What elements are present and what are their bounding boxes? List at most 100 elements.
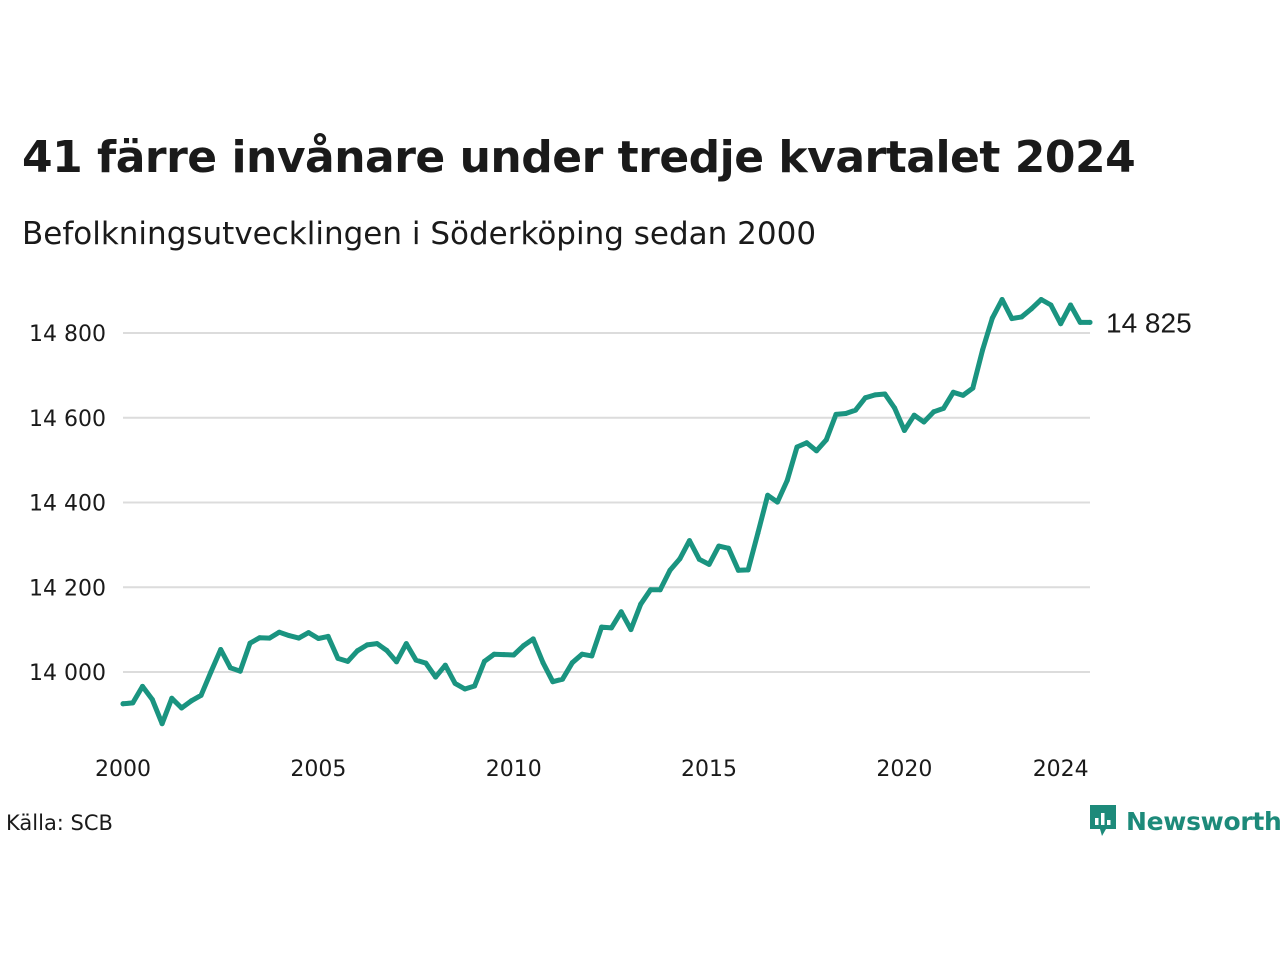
brand-name: Newsworthy	[1126, 806, 1280, 836]
data-point	[843, 411, 849, 416]
source-note: Källa: SCB	[6, 811, 113, 835]
brand-logo: Newsworthy	[1088, 803, 1280, 839]
data-point	[296, 635, 302, 641]
x-tick-label: 2015	[681, 757, 737, 782]
y-tick-label: 14 600	[29, 407, 106, 432]
y-tick-label: 14 200	[29, 576, 106, 601]
data-point	[960, 392, 966, 398]
data-point	[179, 705, 185, 711]
x-tick-label: 2000	[95, 757, 151, 782]
data-point	[325, 633, 331, 639]
data-point	[804, 440, 810, 446]
data-point	[735, 567, 741, 573]
y-tick-label: 14 400	[29, 492, 106, 517]
data-point	[169, 695, 175, 701]
data-point	[208, 669, 214, 675]
data-point	[140, 683, 145, 689]
x-tick-label: 2020	[876, 757, 932, 782]
data-point	[628, 627, 634, 633]
data-point	[550, 679, 556, 685]
data-point	[276, 629, 282, 635]
data-point	[931, 409, 937, 415]
data-point	[726, 545, 732, 551]
y-tick-label: 14 000	[29, 661, 106, 686]
data-point	[120, 701, 126, 707]
data-point	[530, 636, 536, 642]
data-point	[247, 640, 253, 646]
x-tick-label: 2024	[1033, 757, 1089, 782]
data-point	[667, 567, 673, 573]
data-point	[354, 648, 360, 654]
data-point	[394, 659, 399, 665]
data-point	[657, 587, 663, 593]
data-point	[745, 567, 751, 573]
data-point	[384, 647, 390, 653]
data-point	[159, 721, 165, 727]
data-point	[1019, 314, 1025, 320]
x-tick-label: 2010	[486, 757, 542, 782]
data-point	[149, 697, 155, 702]
data-point	[442, 662, 448, 668]
data-point	[755, 530, 761, 536]
data-point	[1009, 316, 1015, 322]
data-point	[491, 651, 497, 657]
data-point	[521, 643, 526, 649]
data-point	[599, 624, 605, 630]
data-point	[1058, 321, 1064, 327]
data-point	[472, 683, 478, 689]
data-point	[872, 392, 878, 398]
data-point	[345, 658, 351, 664]
data-point	[814, 448, 819, 454]
data-point	[364, 642, 370, 648]
data-point	[452, 680, 458, 686]
data-point	[980, 347, 986, 353]
data-point	[1038, 297, 1044, 302]
data-point	[696, 556, 702, 562]
data-point	[1077, 319, 1083, 325]
data-point	[970, 385, 976, 391]
data-point	[335, 655, 341, 661]
data-point	[315, 636, 321, 641]
data-point	[921, 419, 927, 425]
data-point	[941, 405, 946, 411]
data-point	[481, 658, 487, 664]
data-point	[823, 437, 829, 443]
data-point	[423, 660, 429, 666]
data-point	[882, 391, 888, 397]
data-point	[774, 499, 780, 505]
data-point	[765, 492, 771, 498]
data-point	[833, 411, 839, 417]
data-point	[413, 657, 419, 663]
data-point	[853, 407, 859, 413]
data-point	[560, 676, 565, 682]
series-line	[120, 297, 1093, 727]
data-point	[950, 389, 956, 395]
data-point	[511, 652, 517, 658]
chart-title: 41 färre invånare under tredje kvartalet…	[22, 132, 1136, 183]
y-axis: 14 000 14 200 14 400 14 600 14 800	[29, 322, 106, 686]
data-point	[257, 635, 263, 641]
x-tick-label: 2005	[290, 757, 346, 782]
data-point	[227, 665, 233, 671]
data-point	[638, 601, 644, 607]
data-point	[989, 315, 995, 321]
data-point	[569, 660, 575, 666]
chart-subtitle: Befolkningsutvecklingen i Söderköping se…	[22, 216, 817, 252]
data-point	[218, 647, 224, 652]
data-point	[579, 651, 585, 657]
data-point	[188, 698, 194, 704]
data-point	[1087, 319, 1093, 325]
data-point	[648, 587, 653, 593]
data-point	[706, 561, 712, 567]
data-point	[306, 630, 312, 636]
data-point	[198, 692, 204, 698]
data-point	[901, 428, 907, 433]
data-point	[677, 556, 683, 562]
data-point	[1068, 302, 1073, 308]
data-point	[267, 635, 272, 641]
data-point	[374, 641, 380, 647]
data-point	[540, 660, 546, 666]
end-value-label: 14 825	[1106, 307, 1192, 338]
data-point	[618, 609, 624, 615]
